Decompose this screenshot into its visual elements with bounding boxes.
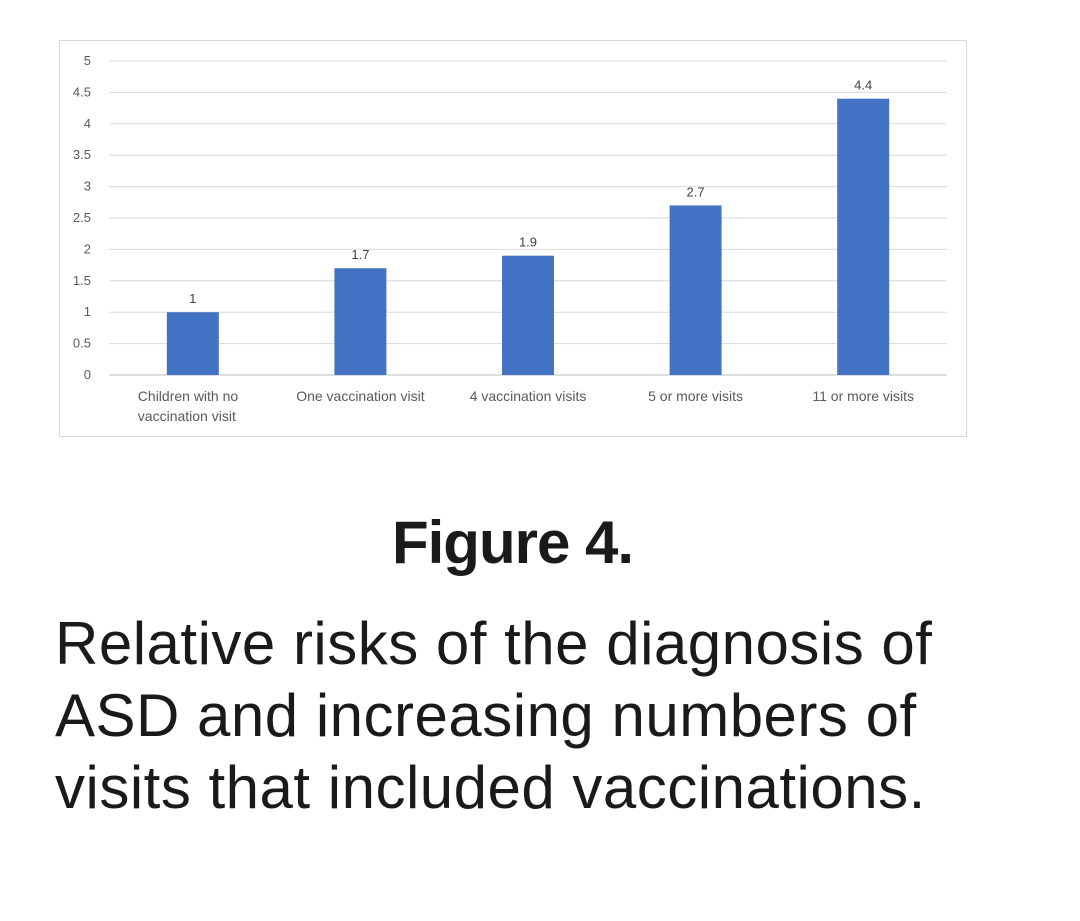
bar xyxy=(502,255,554,375)
data-label: 1 xyxy=(189,291,196,306)
data-label: 4.4 xyxy=(854,78,872,93)
x-tick-label: vaccination visit xyxy=(138,408,236,424)
y-tick-label: 2 xyxy=(84,241,91,256)
x-tick-label: One vaccination visit xyxy=(296,388,425,404)
x-tick-label: 5 or more visits xyxy=(648,388,743,404)
y-tick-label: 4.5 xyxy=(73,84,91,99)
y-tick-label: 0.5 xyxy=(73,336,91,351)
y-tick-label: 4 xyxy=(84,116,91,131)
bar xyxy=(166,312,219,375)
x-tick-label: 4 vaccination visits xyxy=(470,388,587,404)
bar xyxy=(669,205,722,375)
chart-container: 0 0.5 1 1.5 2 2.5 3 3.5 4 4.5 5 1 Children with no va… xyxy=(59,40,967,437)
y-tick-label: 3 xyxy=(84,179,91,194)
x-tick-label: Children with no xyxy=(138,388,239,404)
y-tick-label: 3.5 xyxy=(73,147,91,162)
y-tick-label: 0 xyxy=(84,367,91,382)
figure-caption: Relative risks of the diagnosis of ASD a… xyxy=(55,610,933,821)
bar xyxy=(334,268,387,375)
figure-label: Figure 4. xyxy=(391,509,634,576)
y-tick-label: 2.5 xyxy=(73,210,91,225)
data-label: 1.9 xyxy=(519,235,537,250)
y-tick-label: 5 xyxy=(84,53,91,68)
data-label: 2.7 xyxy=(687,184,705,199)
bar-chart: 0 0.5 1 1.5 2 2.5 3 3.5 4 4.5 5 1 Children with no va… xyxy=(73,53,947,424)
y-tick-label: 1.5 xyxy=(73,273,91,288)
y-tick-label: 1 xyxy=(84,304,91,319)
data-label: 1.7 xyxy=(351,247,369,262)
bar xyxy=(837,98,890,376)
x-tick-label: 11 or more visits xyxy=(812,388,914,404)
